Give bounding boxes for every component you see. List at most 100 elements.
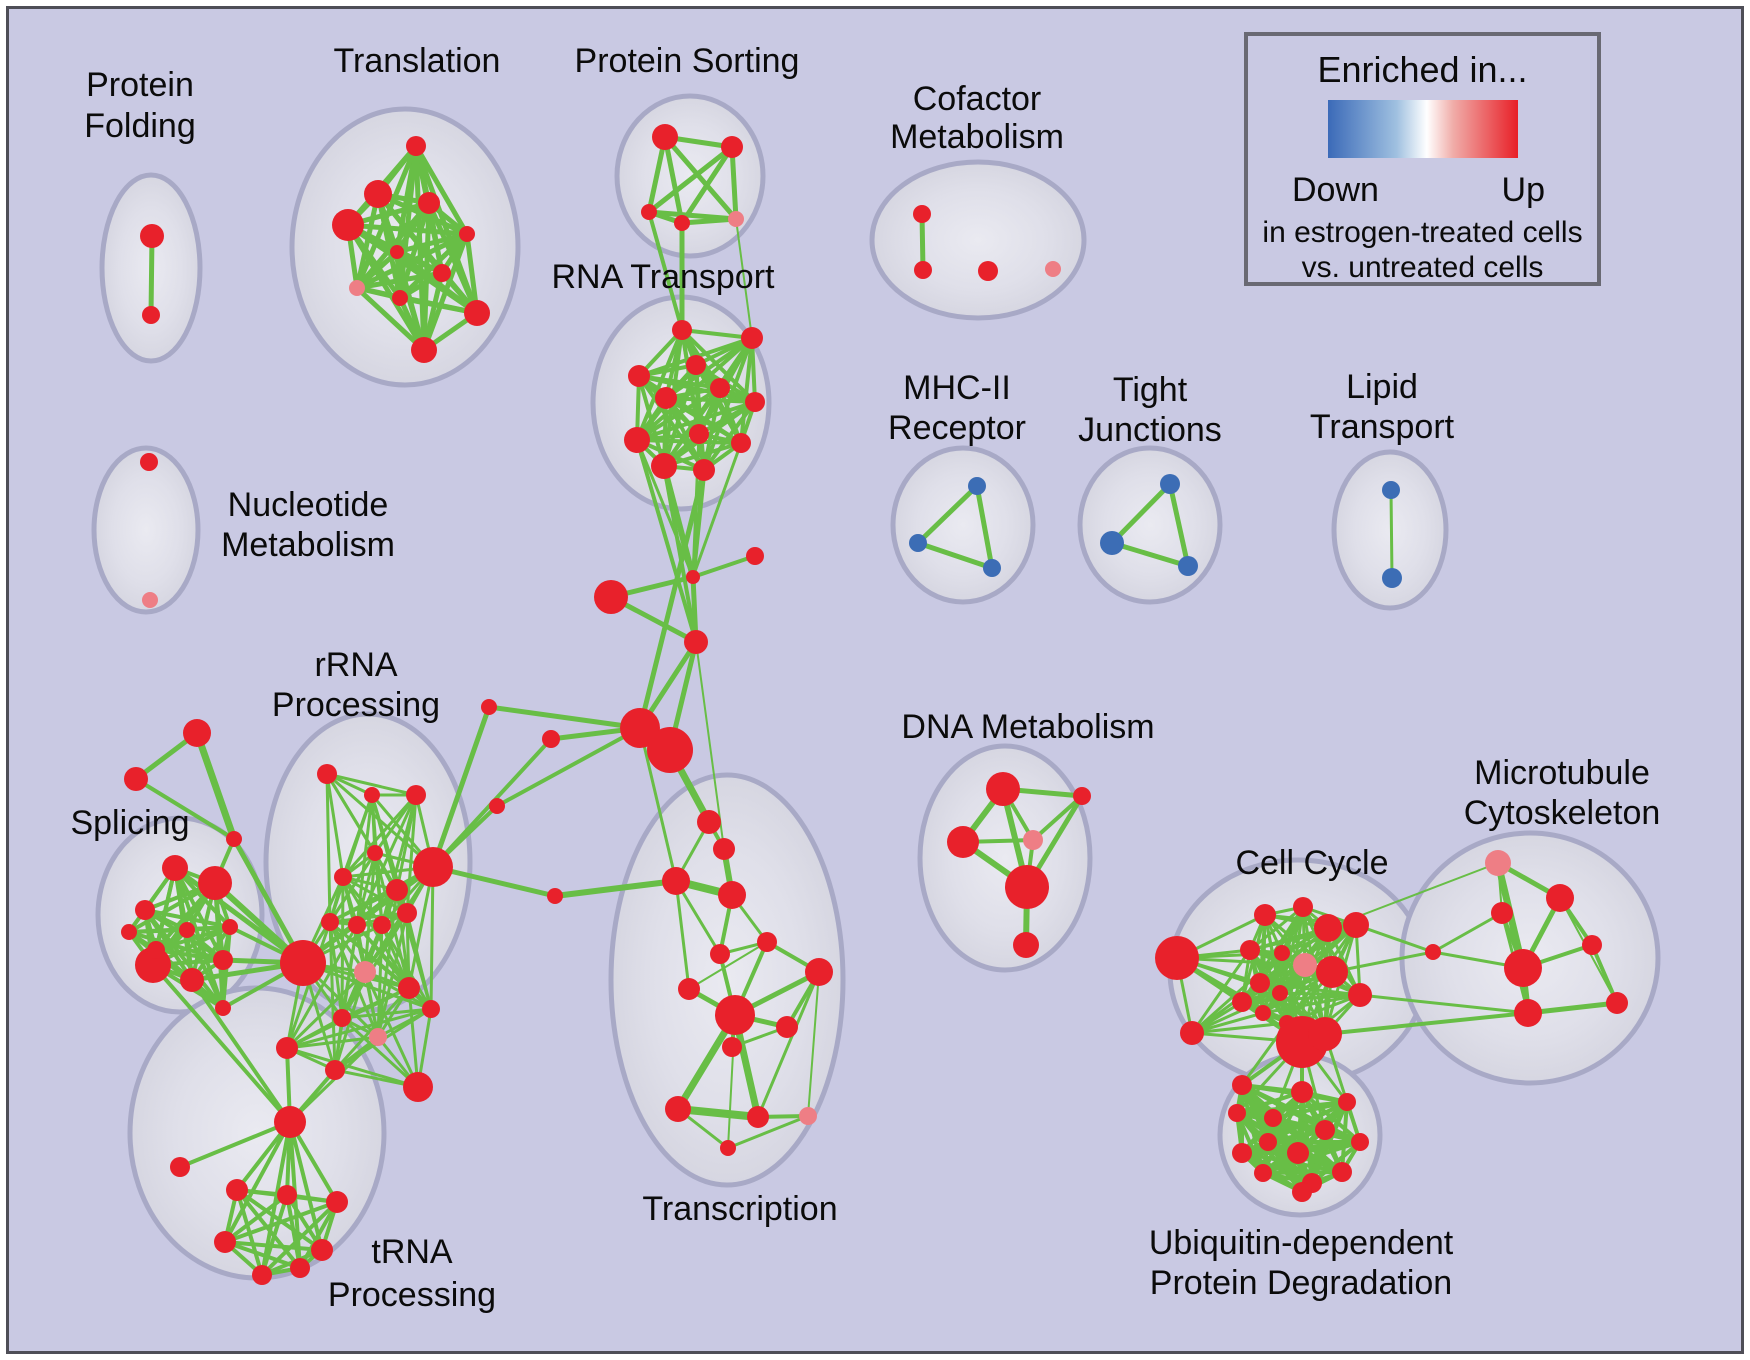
edge xyxy=(1167,481,1191,569)
edge xyxy=(735,218,753,339)
node-tx-14 xyxy=(720,1140,736,1156)
node-rt-7 xyxy=(624,427,650,453)
edge xyxy=(1266,1140,1304,1194)
node-ub-7 xyxy=(1232,1075,1252,1095)
node-tn-7 xyxy=(290,1258,310,1278)
node-tx-0 xyxy=(697,810,721,834)
node-rt-8 xyxy=(689,424,709,444)
node-sp-10 xyxy=(147,941,165,959)
node-sp-9 xyxy=(215,1000,231,1016)
node-cc-1 xyxy=(1180,1021,1204,1045)
node-tr-2 xyxy=(418,192,440,214)
nodes xyxy=(121,124,1628,1285)
cluster-label-mt: Cytoskeleton xyxy=(1464,794,1661,832)
edge xyxy=(285,1007,433,1050)
node-cn-1 xyxy=(746,547,764,565)
cluster-label-lt: Lipid xyxy=(1346,368,1418,406)
edge xyxy=(662,400,757,468)
edge xyxy=(430,864,558,899)
edge xyxy=(1354,923,1435,954)
edge xyxy=(691,441,743,579)
node-rr-7 xyxy=(321,913,339,931)
edge xyxy=(288,1120,324,1252)
node-rr-13 xyxy=(369,1028,387,1046)
edge xyxy=(397,295,480,316)
node-tr-7 xyxy=(349,280,365,296)
node-rr-8 xyxy=(348,916,366,934)
node-cc-8 xyxy=(1232,992,1252,1012)
node-mt-1 xyxy=(1546,884,1574,912)
node-ub-10 xyxy=(1254,1164,1272,1182)
edge xyxy=(1240,1151,1314,1185)
node-cc-14 xyxy=(1293,897,1313,917)
edge xyxy=(405,911,433,1011)
node-tr-8 xyxy=(392,290,408,306)
edge xyxy=(1109,540,1191,569)
edge xyxy=(354,285,427,353)
node-rt-10 xyxy=(651,453,677,479)
edge xyxy=(345,222,470,237)
edge xyxy=(637,467,707,731)
node-cn-6 xyxy=(542,730,560,748)
group-ellipse-ps xyxy=(614,93,766,259)
node-tn-4 xyxy=(214,1231,236,1253)
node-cc-17 xyxy=(1348,983,1372,1007)
edge xyxy=(341,793,418,879)
edge xyxy=(464,231,480,316)
node-rr-14 xyxy=(398,977,420,999)
cluster-label-mt: Microtubule xyxy=(1474,754,1650,792)
edge xyxy=(1190,948,1252,1035)
edge xyxy=(151,963,292,1124)
node-tx-2 xyxy=(662,867,690,895)
edge xyxy=(260,1200,339,1277)
cluster-label-rr: Processing xyxy=(272,686,440,724)
cluster-label-tr: Translation xyxy=(334,42,501,80)
node-tx-11 xyxy=(665,1096,691,1122)
cluster-label-nm: Metabolism xyxy=(221,526,395,564)
edge xyxy=(328,920,380,1039)
node-tn-5 xyxy=(311,1239,333,1261)
node-tx-1 xyxy=(713,838,735,860)
node-tx-6 xyxy=(710,944,730,964)
node-cf-1 xyxy=(914,261,932,279)
edge xyxy=(405,911,411,990)
node-rr-0 xyxy=(317,764,337,784)
node-rr-6 xyxy=(413,847,453,887)
cluster-label-lt: Transport xyxy=(1310,408,1455,446)
node-mt-4 xyxy=(1514,999,1542,1027)
cluster-label-tx: Transcription xyxy=(642,1190,837,1228)
edge xyxy=(915,483,980,546)
node-sp-8 xyxy=(213,950,233,970)
node-rr-16 xyxy=(276,1037,298,1059)
node-rt-6 xyxy=(745,392,765,412)
node-mt-0 xyxy=(1485,850,1511,876)
cluster-label-sp: Splicing xyxy=(70,804,189,842)
edge xyxy=(1263,913,1289,1025)
node-tn-3 xyxy=(326,1191,348,1213)
edge xyxy=(260,1193,289,1277)
edge xyxy=(429,865,435,1011)
edges xyxy=(127,134,1620,1277)
cluster-label-pf: Folding xyxy=(84,107,196,145)
node-sp-2 xyxy=(135,900,155,920)
edge xyxy=(223,1200,339,1244)
edge xyxy=(154,925,232,952)
node-cn-4 xyxy=(620,708,660,748)
node-rt-2 xyxy=(628,365,650,387)
node-mt-5 xyxy=(1606,992,1628,1014)
edge xyxy=(674,879,691,991)
node-nm-0 xyxy=(140,453,158,471)
edge xyxy=(413,143,470,237)
node-cc-16 xyxy=(1343,912,1369,938)
edge xyxy=(178,1120,292,1169)
node-mt-3 xyxy=(1504,949,1542,987)
edge xyxy=(1240,993,1362,1004)
node-cn-9 xyxy=(481,699,497,715)
edge xyxy=(729,144,739,222)
node-tx-3 xyxy=(718,881,746,909)
cluster-label-ub: Ubiquitin-dependent xyxy=(1149,1224,1454,1262)
edge xyxy=(662,134,685,226)
edge xyxy=(552,878,679,899)
cluster-label-dm: DNA Metabolism xyxy=(901,708,1154,746)
node-ub-13 xyxy=(1259,1133,1277,1151)
